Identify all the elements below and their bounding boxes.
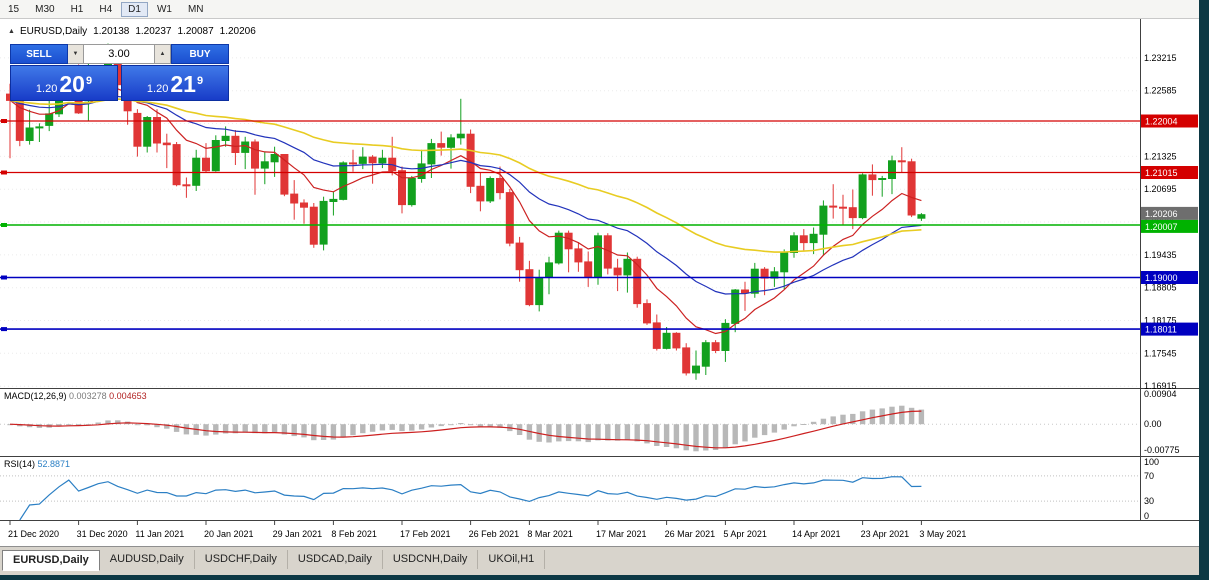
svg-text:17 Feb 2021: 17 Feb 2021	[400, 529, 451, 539]
svg-text:1.20007: 1.20007	[1145, 222, 1178, 232]
svg-text:8 Feb 2021: 8 Feb 2021	[331, 529, 377, 539]
macd-name: MACD(12,26,9)	[4, 391, 67, 401]
close-value: 1.20206	[219, 26, 256, 37]
svg-text:3 May 2021: 3 May 2021	[919, 529, 966, 539]
one-click-trading-panel: SELL ▼ ▲ BUY 1.20 20 9 1.20 21	[10, 44, 229, 101]
chart-tab-eurusd[interactable]: EURUSD,Daily	[2, 550, 100, 571]
svg-text:1.20695: 1.20695	[1144, 184, 1177, 194]
svg-text:20 Jan 2021: 20 Jan 2021	[204, 529, 254, 539]
svg-text:1.20206: 1.20206	[1145, 209, 1178, 219]
svg-text:-0.00775: -0.00775	[1144, 445, 1180, 455]
high-value: 1.20237	[135, 26, 172, 37]
buy-price-pip: 9	[196, 75, 204, 87]
rsi-indicator-label: RSI(14) 52.8871	[4, 459, 70, 469]
triangle-up-icon: ▲	[159, 51, 166, 57]
svg-text:29 Jan 2021: 29 Jan 2021	[273, 529, 323, 539]
svg-text:26 Feb 2021: 26 Feb 2021	[469, 529, 520, 539]
chart-tab-audusd[interactable]: AUDUSD,Daily	[100, 550, 195, 569]
svg-text:1.19435: 1.19435	[1144, 250, 1177, 260]
svg-text:5 Apr 2021: 5 Apr 2021	[723, 529, 767, 539]
chart-tab-bar: EURUSD,Daily AUDUSD,Daily USDCHF,Daily U…	[0, 546, 1199, 575]
macd-signal-line	[9, 410, 922, 449]
svg-text:8 Mar 2021: 8 Mar 2021	[527, 529, 573, 539]
sell-price-big: 20	[59, 71, 85, 97]
sell-button[interactable]: SELL	[10, 44, 68, 64]
collapse-triangle-icon[interactable]: ▲	[8, 28, 15, 35]
chart-tab-ukoil[interactable]: UKOil,H1	[478, 550, 546, 569]
svg-text:11 Jan 2021: 11 Jan 2021	[135, 529, 184, 539]
horizontal-level-lines[interactable]	[0, 119, 1140, 332]
macd-signal-value: 0.004653	[109, 391, 147, 401]
timeframe-button-h1[interactable]: H1	[70, 3, 84, 15]
rsi-line	[19, 476, 922, 521]
svg-text:0: 0	[1144, 511, 1149, 521]
svg-text:0.00: 0.00	[1144, 419, 1162, 429]
time-axis[interactable]: 21 Dec 2020 31 Dec 2020 11 Jan 2021 20 Jan …	[8, 521, 966, 539]
buy-price-prefix: 1.20	[146, 83, 169, 95]
lot-size-input[interactable]	[84, 44, 155, 64]
buy-quote-button[interactable]: 1.20 21 9	[121, 65, 229, 101]
lot-increase-button[interactable]: ▲	[155, 44, 171, 64]
price-axis[interactable]: 1.16915 1.17545 1.18175 1.18805 1.19435 1.200…	[1141, 53, 1198, 391]
svg-text:1.21015: 1.21015	[1145, 168, 1178, 178]
macd-main-value: 0.003278	[69, 391, 107, 401]
svg-text:1.18011: 1.18011	[1145, 325, 1177, 335]
svg-text:21 Dec 2020: 21 Dec 2020	[8, 529, 59, 539]
svg-text:17 Mar 2021: 17 Mar 2021	[596, 529, 647, 539]
svg-text:26 Mar 2021: 26 Mar 2021	[665, 529, 716, 539]
window-right-edge	[1199, 0, 1209, 580]
svg-text:1.22004: 1.22004	[1145, 117, 1178, 127]
svg-text:1.21325: 1.21325	[1144, 151, 1177, 161]
window-bottom-edge	[0, 575, 1209, 580]
triangle-down-icon: ▼	[72, 51, 79, 57]
chart-tab-usdchf[interactable]: USDCHF,Daily	[195, 550, 288, 569]
svg-text:14 Apr 2021: 14 Apr 2021	[792, 529, 841, 539]
chart-header: ▲ EURUSD,Daily 1.20138 1.20237 1.20087 1…	[8, 26, 256, 37]
rsi-name: RSI(14)	[4, 459, 36, 469]
svg-text:0.00904: 0.00904	[1144, 389, 1177, 399]
svg-text:31 Dec 2020: 31 Dec 2020	[77, 529, 128, 539]
svg-text:1.17545: 1.17545	[1144, 348, 1177, 358]
timeframe-button-m15[interactable]: 15	[8, 3, 20, 15]
timeframe-button-w1[interactable]: W1	[156, 3, 172, 15]
moving-average-lines	[9, 88, 922, 335]
rsi-value: 52.8871	[37, 459, 71, 469]
timeframe-button-m30[interactable]: M30	[35, 3, 55, 15]
low-value: 1.20087	[177, 26, 214, 37]
buy-price-big: 21	[170, 71, 196, 97]
open-value: 1.20138	[93, 26, 130, 37]
svg-text:1.22585: 1.22585	[1144, 86, 1177, 96]
macd-indicator-label: MACD(12,26,9) 0.003278 0.004653	[4, 391, 147, 401]
buy-button[interactable]: BUY	[171, 44, 229, 64]
timeframe-toolbar: 15 M30 H1 H4 D1 W1 MN	[0, 0, 1199, 19]
svg-text:1.16915: 1.16915	[1144, 381, 1177, 391]
symbol-label: EURUSD,Daily	[19, 26, 88, 37]
svg-text:23 Apr 2021: 23 Apr 2021	[861, 529, 910, 539]
chart-tab-usdcnh[interactable]: USDCNH,Daily	[383, 550, 479, 569]
lot-decrease-button[interactable]: ▼	[68, 44, 84, 64]
timeframe-button-d1[interactable]: D1	[121, 1, 148, 17]
svg-text:100: 100	[1144, 457, 1159, 467]
svg-text:70: 70	[1144, 471, 1154, 481]
svg-text:1.18175: 1.18175	[1144, 316, 1177, 326]
sell-price-prefix: 1.20	[35, 83, 58, 95]
sell-quote-button[interactable]: 1.20 20 9	[10, 65, 118, 101]
timeframe-button-mn[interactable]: MN	[187, 3, 204, 15]
svg-text:1.18805: 1.18805	[1144, 283, 1177, 293]
svg-text:1.23215: 1.23215	[1144, 53, 1177, 63]
timeframe-button-h4[interactable]: H4	[99, 3, 113, 15]
sell-price-pip: 9	[85, 75, 93, 87]
svg-text:1.19000: 1.19000	[1145, 273, 1178, 283]
chart-tab-usdcad[interactable]: USDCAD,Daily	[288, 550, 383, 569]
macd-histogram	[7, 405, 925, 452]
svg-text:30: 30	[1144, 496, 1154, 506]
